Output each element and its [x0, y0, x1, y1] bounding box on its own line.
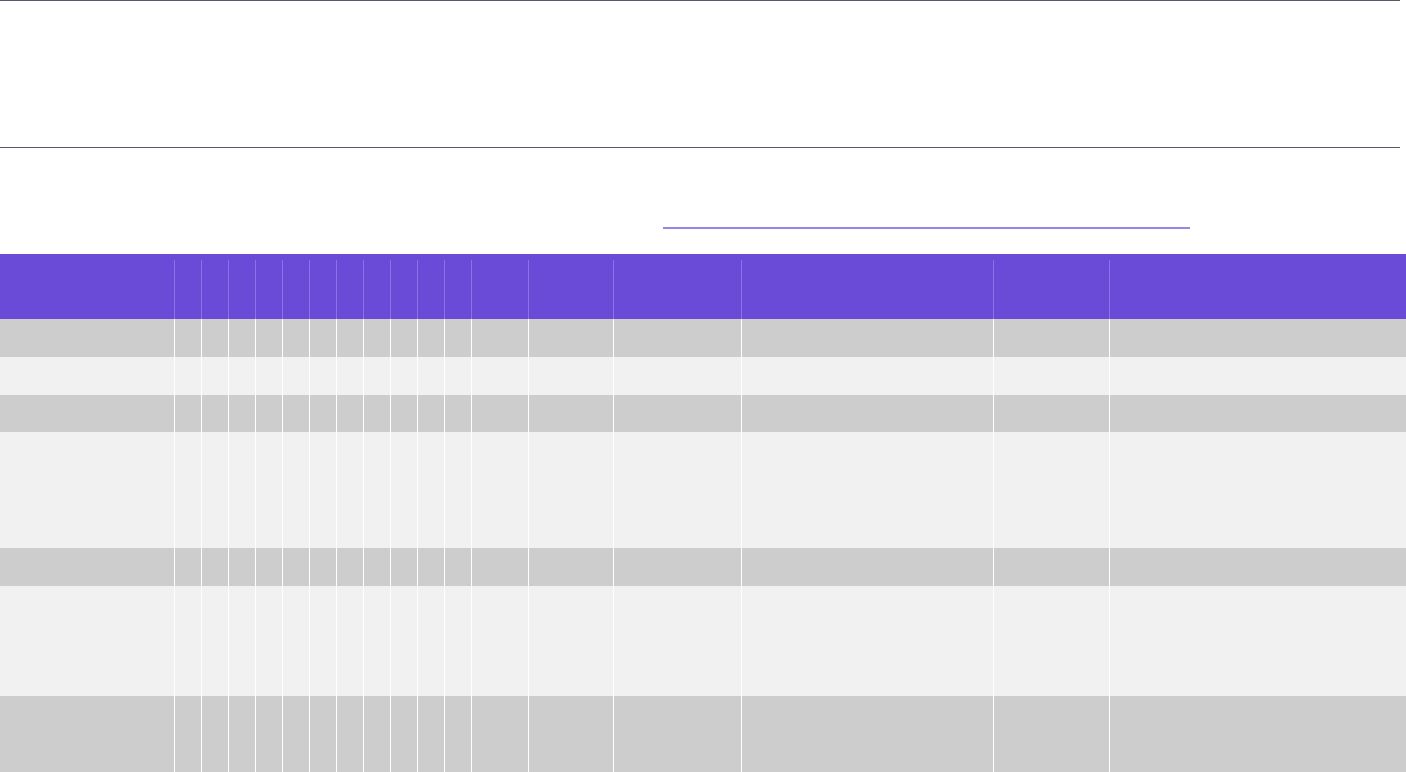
table-row	[0, 696, 1406, 772]
table-row	[0, 319, 1406, 357]
table-row	[0, 586, 1406, 696]
table-row	[0, 395, 1406, 432]
table-row	[0, 548, 1406, 586]
table	[0, 254, 1406, 772]
table-header	[0, 254, 1406, 319]
table-row	[0, 357, 1406, 395]
table-row	[0, 432, 1406, 548]
